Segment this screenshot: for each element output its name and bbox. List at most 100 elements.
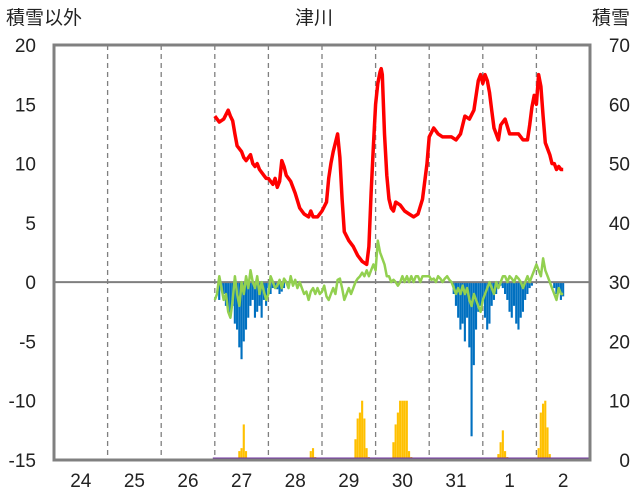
snowfall-bar [497,454,500,460]
x-tick-label: 1 [504,471,515,492]
temperature-negative-bar [517,282,520,330]
left-tick-labels: 20 15 10 5 0 -5 -10 -15 [9,36,36,472]
temperature-negative-bar [555,282,558,294]
right-tick-labels: 70 60 50 40 30 20 10 0 [609,36,630,472]
snowfall-bar [244,451,248,460]
snowfall-bar [354,439,357,460]
right-tick-label: 50 [609,155,630,176]
temperature-negative-bar [249,282,252,306]
temperature-negative-bar [247,282,250,318]
plot-frame [52,43,592,462]
temperature-negative-bar [526,282,529,294]
temperature-negative-bar [470,282,473,437]
temperature-negative-bar [240,282,243,360]
snowfall-bar [548,454,551,460]
temperature-negative-bar [477,282,480,312]
temperature-negative-bar [269,282,272,294]
left-axis-label: 積雪以外 [6,7,82,29]
snowfall-bar [546,427,549,460]
temperature-negative-bar [273,282,277,286]
x-tick-label: 27 [231,471,252,492]
right-axis-label: 積雪 [592,7,630,29]
chart-title: 津川 [295,7,333,29]
temperature-negative-bar [524,282,527,300]
temperature-negative-bar [265,282,268,306]
x-tick-label: 30 [392,471,413,492]
left-tick-label: -5 [19,332,36,353]
temperature-negative-bar [528,282,531,289]
snowfall-bar [399,400,402,460]
snowfall-bar [499,442,502,460]
right-tick-label: 0 [619,451,630,472]
right-tick-label: 30 [609,273,630,294]
snowfall-bar [394,424,397,460]
snowfall-bar [242,424,245,460]
temperature-negative-bar [466,282,469,318]
right-tick-label: 20 [609,332,630,353]
temperature-negative-bar [253,282,257,318]
snowfall-bar [392,442,395,460]
temperature-negative-bar [459,282,462,330]
temperature-negative-bar [222,282,225,294]
snowfall-bar [537,448,540,460]
x-tick-label: 2 [558,471,569,492]
temperature-negative-bar [515,282,518,324]
temperature-negative-bar [562,282,565,297]
snowfall-bar [544,400,547,460]
left-tick-label: 20 [15,36,36,57]
temperature-negative-bar [236,282,239,330]
temperature-negative-bar [229,282,232,318]
snowfall-bar [541,403,545,460]
snowfall-bar [405,400,408,460]
x-tick-label: 29 [338,471,359,492]
temperature-negative-bar [479,282,482,306]
left-tick-label: 5 [25,214,36,235]
temperature-negative-bar [227,282,230,312]
temperature-negative-bar [504,282,507,294]
right-tick-label: 10 [609,392,630,413]
temperature-negative-bar [251,282,254,300]
snowfall-bar [358,412,361,460]
snowfall-bar [356,418,359,460]
x-tick-label: 26 [177,471,198,492]
snowfall-bar [238,451,241,460]
temperature-negative-bar [519,282,522,318]
temperature-negative-bar [512,282,516,306]
left-tick-label: -10 [9,392,36,413]
temperature-negative-bar [244,282,248,330]
temperature-negative-bar [481,282,484,300]
temperature-negative-bar [483,282,487,318]
snowfall-bar [311,448,315,460]
temperature-line [213,239,564,319]
temperature-negative-bar [553,282,556,289]
temperature-negative-bar [474,282,478,330]
temperature-negative-bar [242,282,245,342]
x-tick-label: 25 [124,471,145,492]
right-tick-label: 70 [609,36,630,57]
temperature-negative-bar [486,282,489,330]
snowfall-bar [504,451,507,460]
snowfall-bar [365,448,368,460]
temperature-negative-bar [218,282,221,300]
snowfall-bar [240,448,243,460]
temperature-negative-bar [461,282,464,324]
temperature-negative-bar [490,282,493,306]
right-tick-label: 60 [609,95,630,116]
x-tick-labels: 24 25 26 27 28 29 30 31 1 2 [70,471,568,492]
snowfall-bar [501,430,504,460]
temperature-negative-bar [463,282,466,342]
x-tick-label: 31 [445,471,466,492]
temperature-negative-bar [260,282,263,318]
temperature-negative-bar [488,282,491,324]
snow-depth-line [213,66,564,267]
left-tick-label: -15 [9,451,36,472]
temperature-negative-bar [282,282,286,289]
temperature-negative-bar [256,282,259,312]
snowfall-bar [401,400,404,460]
snowfall-bar [363,418,366,460]
temperature-negative-bar [468,282,471,348]
temperature-negative-bars [218,282,565,437]
temperature-negative-bar [501,282,504,289]
